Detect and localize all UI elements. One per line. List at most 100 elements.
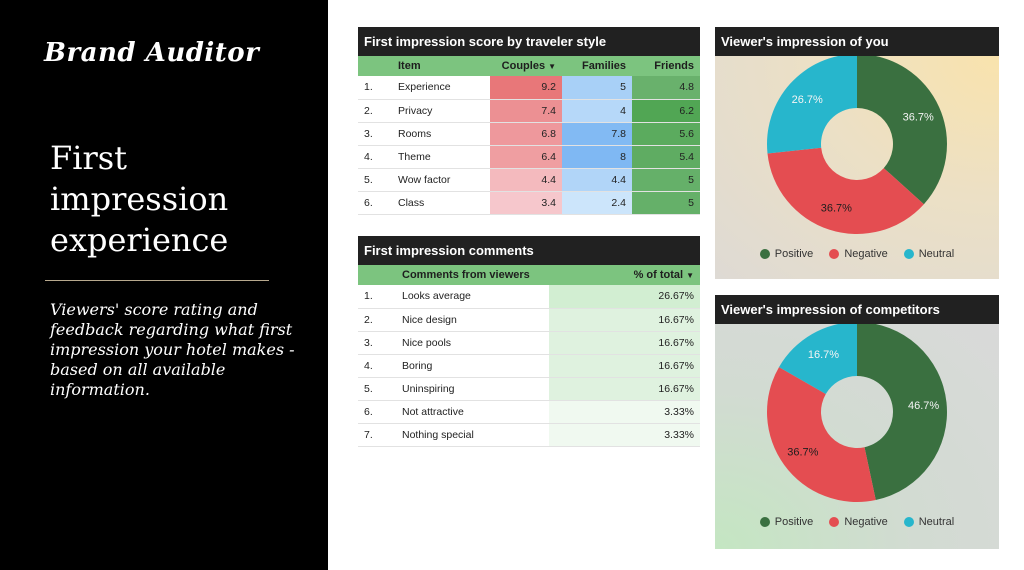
couples-cell: 3.4 (490, 191, 562, 215)
friends-cell: 5 (632, 191, 700, 215)
left-panel: Brand Auditor First impression experienc… (0, 0, 328, 570)
item-column-header[interactable]: Item (392, 56, 490, 76)
legend-item-negative[interactable]: Negative (829, 248, 888, 260)
slice-label-positive: 46.7% (908, 400, 939, 412)
slice-positive[interactable] (857, 56, 947, 205)
rank-column-header (358, 265, 394, 285)
row-rank: 1. (358, 285, 394, 309)
friends-column-header[interactable]: Friends (632, 56, 700, 76)
families-column-header[interactable]: Families (562, 56, 632, 76)
item-cell: Wow factor (392, 168, 490, 192)
legend-label: Neutral (918, 248, 955, 260)
comment-cell: Boring (394, 354, 549, 378)
table-row[interactable]: 1. Looks average 26.67% (358, 285, 700, 309)
legend-item-positive[interactable]: Positive (759, 516, 813, 528)
score-table: Item Couples ▼ Families Friends 1. Experie… (358, 56, 700, 215)
table-row[interactable]: 6. Not attractive 3.33% (358, 400, 700, 424)
legend-label: Negative (844, 248, 888, 260)
couples-cell: 6.8 (490, 122, 562, 146)
slice-negative[interactable] (767, 367, 876, 503)
impression-you-title: Viewer's impression of you (715, 27, 999, 56)
legend-dot-icon (903, 517, 914, 527)
item-cell: Class (392, 191, 490, 215)
legend-item-positive[interactable]: Positive (759, 248, 814, 260)
comment-cell: Nothing special (394, 423, 549, 447)
page-description: Viewers' score rating and feedback regar… (50, 300, 295, 399)
table-row[interactable]: 6. Class 3.4 2.4 5 (358, 191, 700, 215)
score-table-title: First impression score by traveler style (358, 27, 700, 56)
pct-cell: 16.67% (549, 308, 700, 332)
slice-label-negative: 36.7% (787, 446, 818, 458)
slice-positive[interactable] (857, 324, 947, 501)
legend-dot-icon (829, 249, 840, 259)
table-row[interactable]: 5. Uninspiring 16.67% (358, 377, 700, 401)
legend-item-neutral[interactable]: Neutral (903, 248, 955, 260)
item-cell: Experience (392, 76, 490, 100)
row-rank: 3. (358, 331, 394, 355)
couples-cell: 9.2 (490, 76, 562, 100)
row-rank: 3. (358, 122, 392, 146)
slice-neutral[interactable] (767, 56, 857, 154)
slice-negative[interactable] (767, 147, 924, 234)
table-row[interactable]: 3. Nice pools 16.67% (358, 331, 700, 355)
couples-cell: 4.4 (490, 168, 562, 192)
friends-cell: 5.6 (632, 122, 700, 146)
row-rank: 4. (358, 145, 392, 169)
table-row[interactable]: 2. Nice design 16.67% (358, 308, 700, 332)
legend-dot-icon (759, 517, 770, 527)
legend-label: Positive (774, 248, 814, 260)
slice-label-neutral: 26.7% (792, 94, 823, 106)
row-rank: 5. (358, 168, 392, 192)
table-row[interactable]: 2. Privacy 7.4 4 6.2 (358, 99, 700, 123)
legend-label: Neutral (918, 516, 955, 528)
impression-competitors-card: Viewer's impression of competitors 46.7%… (715, 295, 999, 549)
pct-cell: 3.33% (549, 423, 700, 447)
impression-you-donut: 36.7% 36.7% 26.7% (767, 56, 947, 234)
table-row[interactable]: 1. Experience 9.2 5 4.8 (358, 76, 700, 100)
table-row[interactable]: 4. Theme 6.4 8 5.4 (358, 145, 700, 169)
rank-column-header (358, 56, 392, 76)
page-title: First impression experience (50, 139, 229, 259)
families-cell: 4 (562, 99, 632, 123)
comment-cell: Nice design (394, 308, 549, 332)
sort-desc-icon: ▼ (548, 62, 556, 71)
comment-column-header[interactable]: Comments from viewers (394, 265, 549, 285)
table-row[interactable]: 4. Boring 16.67% (358, 354, 700, 378)
legend-label: Negative (844, 516, 888, 528)
impression-you-chart: 36.7% 36.7% 26.7% Positive Negative Neutral (715, 56, 999, 279)
slice-label-negative: 36.7% (821, 203, 852, 215)
row-rank: 2. (358, 308, 394, 332)
table-row[interactable]: 3. Rooms 6.8 7.8 5.6 (358, 122, 700, 146)
couples-column-header[interactable]: Couples ▼ (490, 56, 562, 76)
impression-competitors-chart: 46.7% 36.7% 16.7% Positive Negative Neutral (715, 324, 999, 549)
row-rank: 4. (358, 354, 394, 378)
brand-logo: Brand Auditor (44, 38, 260, 68)
legend-dot-icon (829, 517, 840, 527)
couples-cell: 6.4 (490, 145, 562, 169)
impression-competitors-title: Viewer's impression of competitors (715, 295, 999, 324)
families-cell: 7.8 (562, 122, 632, 146)
families-cell: 4.4 (562, 168, 632, 192)
families-cell: 2.4 (562, 191, 632, 215)
legend-dot-icon (903, 249, 914, 259)
friends-cell: 6.2 (632, 99, 700, 123)
slice-neutral[interactable] (779, 324, 857, 395)
item-cell: Privacy (392, 99, 490, 123)
table-row[interactable]: 7. Nothing special 3.33% (358, 423, 700, 447)
legend-item-negative[interactable]: Negative (829, 516, 888, 528)
pct-cell: 26.67% (549, 285, 700, 309)
row-rank: 2. (358, 99, 392, 123)
comment-cell: Looks average (394, 285, 549, 309)
item-cell: Rooms (392, 122, 490, 146)
comments-table-card: First impression comments Comments from … (358, 236, 700, 447)
legend-item-neutral[interactable]: Neutral (903, 516, 955, 528)
pct-column-header[interactable]: % of total ▼ (549, 265, 700, 285)
table-row[interactable]: 5. Wow factor 4.4 4.4 5 (358, 168, 700, 192)
item-cell: Theme (392, 145, 490, 169)
comment-cell: Uninspiring (394, 377, 549, 401)
families-cell: 5 (562, 76, 632, 100)
comment-cell: Nice pools (394, 331, 549, 355)
pct-cell: 3.33% (549, 400, 700, 424)
row-rank: 5. (358, 377, 394, 401)
legend-dot-icon (759, 249, 770, 259)
